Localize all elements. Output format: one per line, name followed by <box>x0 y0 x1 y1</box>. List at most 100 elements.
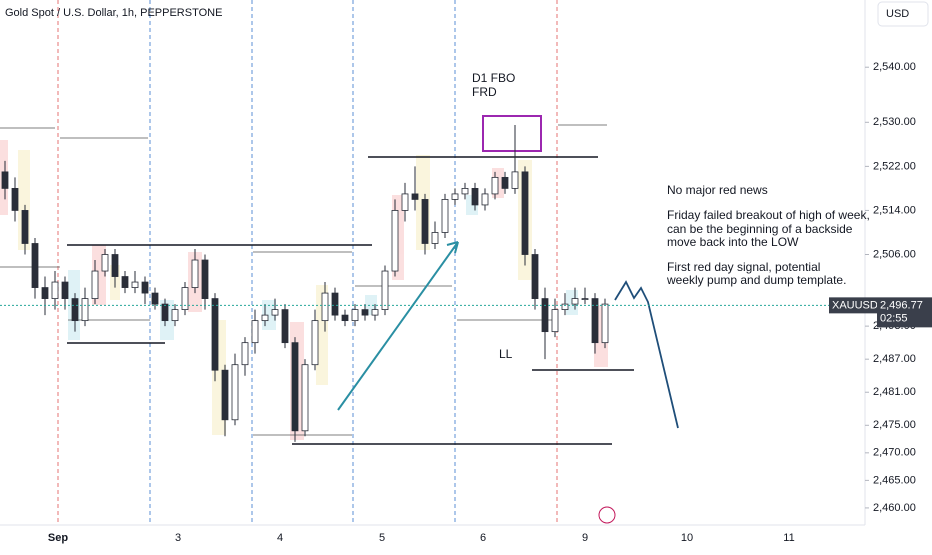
symbol-label-bg <box>829 297 877 314</box>
candle-body <box>331 292 339 316</box>
candle-body <box>541 298 549 333</box>
candle-body <box>471 188 479 206</box>
candle-body <box>1 171 9 189</box>
candle-body <box>501 176 509 189</box>
candle-body <box>71 298 79 322</box>
y-tick-label: 2,514.00 <box>873 204 916 216</box>
x-tick-label: 6 <box>480 532 486 544</box>
y-tick-label: 2,470.00 <box>873 447 916 459</box>
candle-body <box>81 298 89 322</box>
annotation: D1 FBO <box>472 71 515 85</box>
candle-body <box>141 281 149 294</box>
candle-body <box>181 287 189 311</box>
candle-body <box>251 320 259 344</box>
currency[interactable]: USD <box>886 8 909 20</box>
candle-body <box>111 254 119 277</box>
y-tick-label: 2,460.00 <box>873 502 916 514</box>
candle-body <box>371 309 379 316</box>
y-tick-label: 2,522.00 <box>873 160 916 172</box>
day-separators <box>57 0 558 525</box>
candle-body <box>351 309 359 322</box>
candle-body <box>441 199 449 233</box>
candle-body <box>271 309 279 316</box>
candle-body <box>411 193 419 200</box>
candle-body <box>281 309 289 344</box>
candle-body <box>321 292 329 322</box>
candle-body <box>561 303 569 311</box>
thin-levels <box>0 124 607 436</box>
y-tick-label: 2,487.00 <box>873 353 916 365</box>
y-tick-label: 2,465.00 <box>873 474 916 486</box>
annotation: weekly pump and dump template. <box>666 273 846 287</box>
candle-body <box>161 303 169 322</box>
trend-arrow <box>337 241 459 411</box>
annotation: First red day signal, potential <box>667 260 820 274</box>
annotation: Friday failed breakout of high of week, <box>667 208 870 222</box>
candle-body <box>481 193 489 206</box>
candle-body <box>51 281 59 299</box>
x-tick-label: 4 <box>277 532 283 544</box>
candle-body <box>201 259 209 299</box>
candle-body <box>131 281 139 288</box>
candle-body <box>451 193 459 200</box>
candle-body <box>231 364 239 421</box>
arrow-head <box>446 241 459 254</box>
candle-body <box>601 303 609 344</box>
price-label: 2,496.77 <box>880 299 923 311</box>
candle-body <box>571 298 579 305</box>
candle-body <box>121 276 129 288</box>
events-icon[interactable] <box>598 506 616 524</box>
candle-body <box>301 364 309 432</box>
annotation: FRD <box>472 85 497 99</box>
candle-body <box>401 193 409 211</box>
candle-body <box>491 176 499 195</box>
candle-body <box>521 171 529 255</box>
candle-body <box>511 171 519 189</box>
x-tick-label: 3 <box>175 532 181 544</box>
forecast-path <box>614 280 679 429</box>
candle-body <box>531 254 539 299</box>
countdown: 02:55 <box>880 312 908 324</box>
annotation: move back into the LOW <box>667 235 799 249</box>
y-tick-label: 2,530.00 <box>873 116 916 128</box>
candle-body <box>261 314 269 322</box>
currency-button[interactable] <box>877 1 929 27</box>
candle-body <box>41 287 49 299</box>
annotation: can be the beginning of a backside <box>667 222 853 236</box>
candle-body <box>391 210 399 272</box>
x-tick-label: 5 <box>379 532 385 544</box>
x-tick-label: 10 <box>681 532 693 544</box>
candle-body <box>31 243 39 288</box>
candle-body <box>21 210 29 244</box>
candle-body <box>291 342 299 432</box>
candle-body <box>421 199 429 244</box>
candle-body <box>431 232 439 244</box>
candle-body <box>191 259 199 288</box>
symbol-label: XAUUSD <box>832 299 878 311</box>
fbo-box <box>482 115 542 152</box>
candle-body <box>361 309 369 316</box>
candle-body <box>91 270 99 299</box>
symbol-title: Gold Spot / U.S. Dollar, 1h, PEPPERSTONE <box>5 7 222 19</box>
candle-body <box>551 309 559 333</box>
price-label-bg <box>877 297 932 328</box>
y-tick-label: 2,481.00 <box>873 386 916 398</box>
candle-body <box>461 188 469 195</box>
y-tick-label: 2,506.00 <box>873 248 916 260</box>
y-tick-label: 2,475.00 <box>873 419 916 431</box>
candle-body <box>11 188 19 211</box>
annotation: No major red news <box>667 183 768 197</box>
candle-body <box>591 298 599 344</box>
levels <box>67 156 634 445</box>
candle-body <box>151 292 159 305</box>
candle-body <box>581 298 589 300</box>
candle-body <box>221 369 229 421</box>
candle-body <box>241 342 249 366</box>
x-tick-label: Sep <box>48 532 68 544</box>
candle-body <box>341 314 349 322</box>
candle-body <box>101 254 109 272</box>
y-tick-label: 2,540.00 <box>873 61 916 73</box>
candle-body <box>211 298 219 371</box>
candle-body <box>381 270 389 311</box>
candle-body <box>171 309 179 322</box>
